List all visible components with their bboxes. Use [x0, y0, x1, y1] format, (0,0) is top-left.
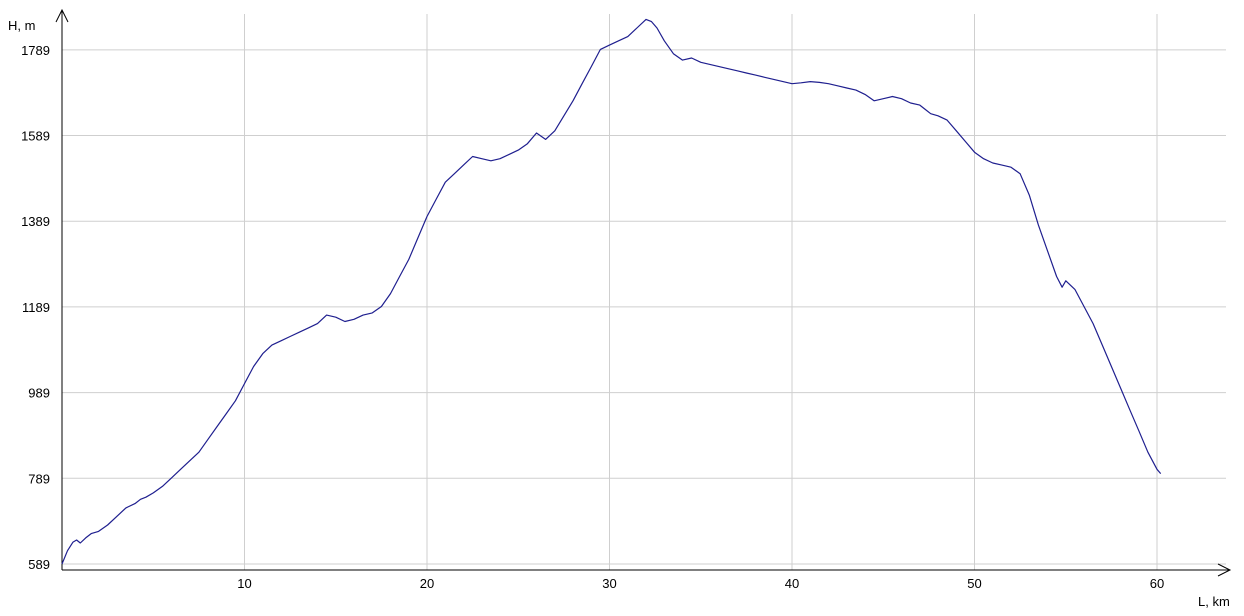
- y-tick-label: 1789: [21, 43, 50, 58]
- y-tick-label: 1589: [21, 129, 50, 144]
- y-tick-label: 589: [28, 557, 50, 572]
- y-tick-label: 1389: [21, 214, 50, 229]
- axis-layer: [55, 8, 1232, 577]
- y-tick-label: 989: [28, 386, 50, 401]
- x-axis-label: L, km: [1198, 594, 1230, 609]
- y-axis-arrow-icon: [55, 8, 69, 23]
- grid-layer: [62, 14, 1226, 570]
- y-tick-label: 1189: [22, 300, 50, 315]
- x-axis-arrow-icon: [1217, 563, 1232, 577]
- tick-layer: 589 789 989 1189 1389 1589 1789 10 20 30 40 50 60: [21, 43, 1164, 591]
- y-axis-label: H, m: [8, 18, 35, 33]
- x-tick-label: 10: [237, 576, 251, 591]
- x-tick-label: 60: [1150, 576, 1164, 591]
- x-tick-label: 20: [420, 576, 434, 591]
- x-tick-label: 50: [967, 576, 981, 591]
- y-tick-label: 789: [28, 471, 50, 486]
- series-layer: [61, 18, 1162, 565]
- label-layer: H, m L, km: [8, 18, 1230, 609]
- x-tick-label: 40: [785, 576, 799, 591]
- elevation-series-line: [61, 18, 1162, 565]
- x-tick-label: 30: [602, 576, 616, 591]
